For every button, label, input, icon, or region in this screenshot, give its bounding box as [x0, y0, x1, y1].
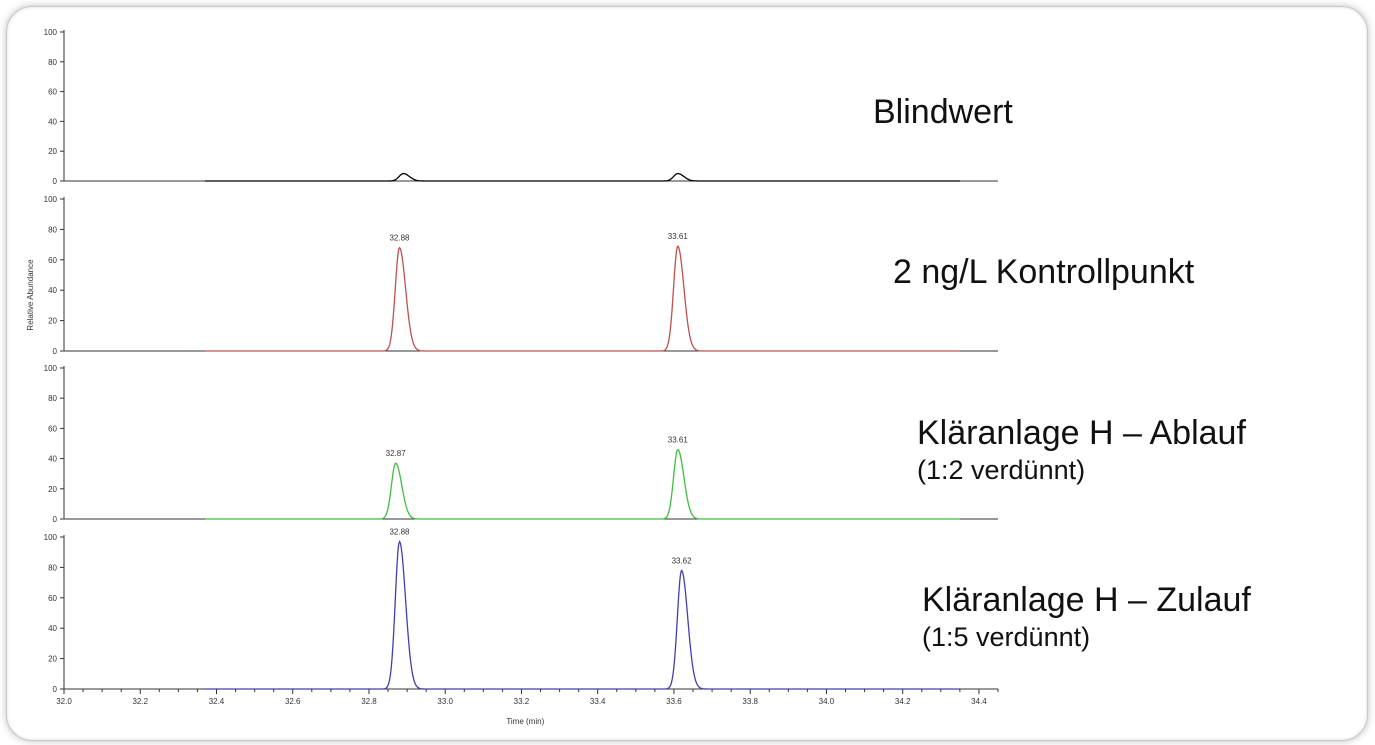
peak-label-2-1: 33.61: [668, 436, 689, 445]
trace-2: [205, 448, 960, 520]
x-tick-label-6: 33.2: [514, 697, 530, 706]
x-tick-label-0: 32.0: [56, 697, 72, 706]
y-tick-label-1-3: 60: [48, 256, 57, 265]
x-tick-label-2: 32.4: [209, 697, 225, 706]
y-tick-label-3-4: 80: [48, 563, 57, 572]
x-tick-label-11: 34.2: [895, 697, 911, 706]
y-tick-label-0-2: 40: [48, 117, 57, 126]
y-tick-label-2-0: 0: [53, 515, 58, 524]
y-tick-label-1-2: 40: [48, 286, 57, 295]
x-tick-label-3: 32.6: [285, 697, 301, 706]
y-tick-label-0-4: 80: [48, 58, 57, 67]
x-tick-label-4: 32.8: [361, 697, 377, 706]
y-tick-label-0-1: 20: [48, 147, 57, 156]
panel-title-1: 2 ng/L Kontrollpunkt: [893, 253, 1195, 291]
peak-label-1-0: 32.88: [389, 234, 410, 243]
y-tick-label-2-3: 60: [48, 424, 57, 433]
figure-frame: [6, 6, 1368, 741]
x-tick-label-8: 33.6: [666, 697, 682, 706]
y-tick-label-3-5: 100: [44, 533, 58, 542]
peak-label-2-0: 32.87: [386, 449, 407, 458]
y-tick-label-2-4: 80: [48, 394, 57, 403]
y-tick-label-3-0: 0: [53, 685, 58, 694]
y-tick-label-0-0: 0: [53, 177, 58, 186]
panel-label-1: 2 ng/L Kontrollpunkt: [893, 252, 1194, 292]
panel-label-0: Blindwert: [873, 92, 1013, 132]
x-tick-label-9: 33.8: [742, 697, 758, 706]
panel-title-3: Kläranlage H – Zulauf: [922, 581, 1251, 619]
x-tick-label-10: 34.0: [819, 697, 835, 706]
panel-label-2: Kläranlage H – Ablauf (1:2 verdünnt): [917, 413, 1246, 487]
panel-subtitle-3: (1:5 verdünnt): [922, 622, 1091, 652]
peak-label-1-1: 33.61: [668, 232, 689, 241]
x-tick-label-1: 32.2: [132, 697, 148, 706]
y-tick-label-1-1: 20: [48, 317, 57, 326]
y-tick-label-2-1: 20: [48, 485, 57, 494]
y-tick-label-2-5: 100: [44, 364, 58, 373]
panel-subtitle-2: (1:2 verdünnt): [917, 455, 1086, 485]
y-tick-label-3-3: 60: [48, 594, 57, 603]
peak-label-3-0: 32.88: [389, 528, 410, 537]
y-tick-label-0-3: 60: [48, 88, 57, 97]
panel-title-2: Kläranlage H – Ablauf: [917, 414, 1246, 452]
y-tick-label-1-0: 0: [53, 347, 58, 356]
y-axis-title: Relative Abundance: [26, 259, 35, 331]
x-tick-label-7: 33.4: [590, 697, 606, 706]
y-tick-label-0-5: 100: [44, 28, 58, 37]
trace-0: [205, 172, 960, 182]
peak-label-3-1: 33.62: [672, 556, 693, 565]
y-tick-label-1-4: 80: [48, 225, 57, 234]
y-tick-label-3-1: 20: [48, 655, 57, 664]
trace-3: [205, 540, 960, 690]
x-axis-title: Time (min): [506, 717, 544, 726]
panel-title-0: Blindwert: [873, 93, 1013, 131]
y-tick-label-3-2: 40: [48, 624, 57, 633]
y-tick-label-2-2: 40: [48, 455, 57, 464]
x-tick-label-5: 33.0: [437, 697, 453, 706]
panel-label-3: Kläranlage H – Zulauf (1:5 verdünnt): [922, 580, 1251, 654]
y-tick-label-1-5: 100: [44, 195, 58, 204]
trace-1: [205, 245, 960, 352]
x-tick-label-12: 34.4: [971, 697, 987, 706]
